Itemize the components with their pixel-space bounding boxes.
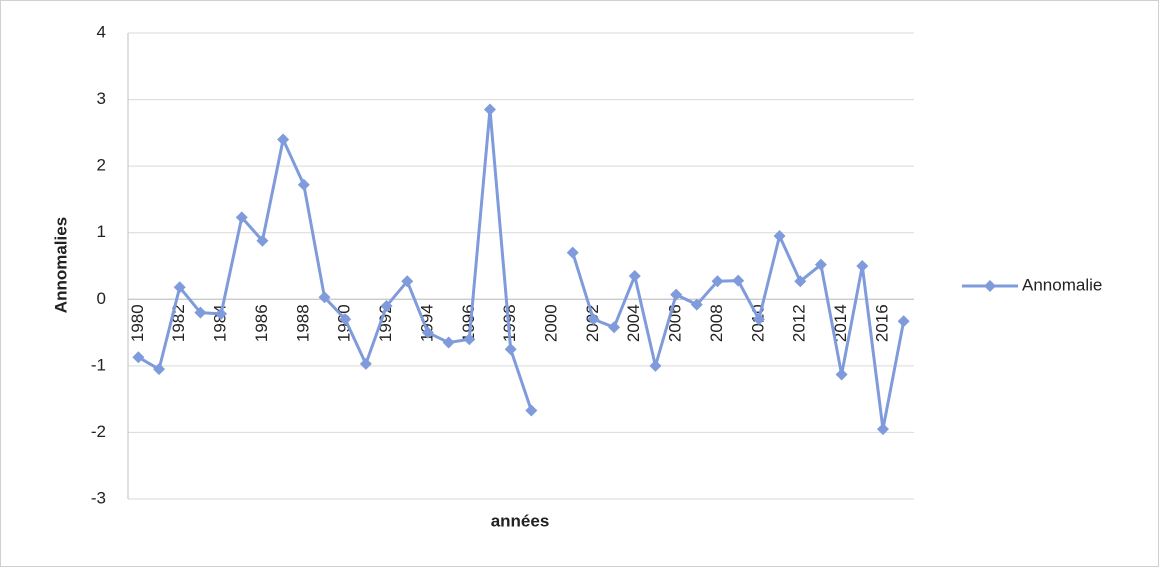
legend-marker	[984, 280, 996, 292]
point-marker	[277, 133, 290, 146]
point-marker	[690, 298, 703, 311]
point-marker	[215, 307, 228, 320]
point-marker	[463, 333, 476, 346]
point-marker	[608, 321, 621, 334]
x-tick-label: 2012	[790, 304, 809, 342]
point-marker	[752, 313, 765, 326]
x-tick-label: 2004	[624, 304, 643, 342]
x-tick-label: 2000	[542, 304, 561, 342]
x-tick-label: 1980	[128, 304, 147, 342]
point-marker	[359, 357, 372, 370]
x-tick-label: 2016	[872, 304, 891, 342]
point-marker	[297, 178, 310, 191]
point-marker	[380, 299, 393, 312]
point-marker	[711, 275, 724, 288]
x-tick-label: 1988	[293, 304, 312, 342]
y-tick-label: -2	[91, 422, 106, 441]
point-marker	[442, 336, 455, 349]
x-tick-label: 1992	[376, 304, 395, 342]
legend-label: Annomalie	[1022, 275, 1102, 294]
x-tick-label: 2014	[831, 304, 850, 342]
point-marker	[339, 313, 352, 326]
point-marker	[876, 423, 889, 436]
point-marker	[504, 343, 517, 356]
x-axis-title: années	[491, 511, 550, 530]
x-tick-label: 2008	[707, 304, 726, 342]
point-marker	[897, 315, 910, 328]
point-marker	[835, 368, 848, 381]
point-marker	[256, 234, 269, 247]
y-tick-label: 2	[97, 156, 106, 175]
point-marker	[401, 275, 414, 288]
point-marker	[566, 246, 579, 259]
point-marker	[628, 269, 641, 282]
y-tick-label: 4	[97, 22, 106, 41]
y-tick-label: 0	[97, 289, 106, 308]
point-marker	[794, 275, 807, 288]
point-marker	[525, 404, 538, 417]
y-tick-label: -1	[91, 355, 106, 374]
point-marker	[670, 288, 683, 301]
point-marker	[173, 281, 186, 294]
point-marker	[194, 306, 207, 319]
point-marker	[773, 230, 786, 243]
point-marker	[856, 260, 869, 272]
point-marker	[483, 103, 496, 116]
y-tick-label: 1	[97, 222, 106, 241]
point-marker	[814, 258, 827, 271]
point-marker	[132, 351, 145, 364]
point-marker	[649, 359, 662, 372]
point-marker	[153, 363, 166, 376]
y-tick-label: -3	[91, 488, 106, 507]
x-tick-label: 1986	[252, 304, 271, 342]
point-marker	[318, 291, 331, 304]
point-marker	[235, 211, 248, 224]
point-marker	[587, 313, 600, 326]
point-marker	[421, 326, 434, 339]
y-tick-label: 3	[97, 89, 106, 108]
y-axis-title: Annomalies	[51, 217, 70, 313]
point-marker	[732, 274, 745, 287]
